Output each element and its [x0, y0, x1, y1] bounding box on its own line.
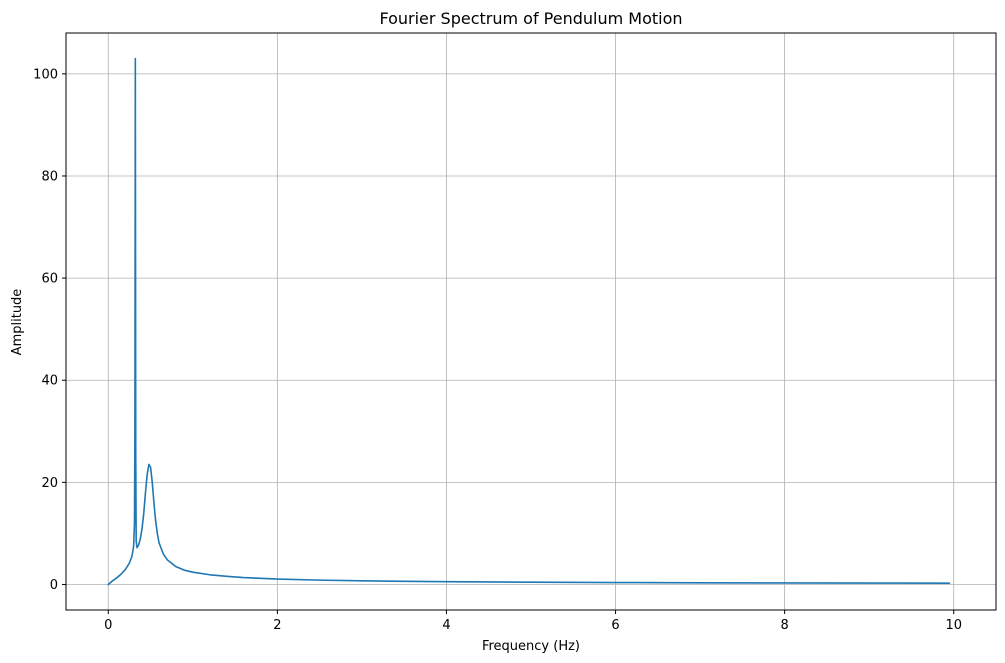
chart-title: Fourier Spectrum of Pendulum Motion: [379, 9, 682, 28]
y-tick-label: 100: [33, 67, 58, 82]
x-tick-label: 8: [780, 618, 788, 633]
y-tick-label: 40: [41, 374, 58, 389]
y-tick-label: 80: [41, 169, 58, 184]
y-tick-label: 0: [50, 578, 58, 593]
y-tick-label: 20: [41, 476, 58, 491]
x-tick-label: 0: [104, 618, 112, 633]
grid-lines: [66, 33, 996, 610]
series-layer: [107, 57, 951, 586]
series-line: [107, 57, 951, 586]
x-axis-label: Frequency (Hz): [482, 639, 580, 654]
y-tick-label: 60: [41, 272, 58, 287]
y-axis-label: Amplitude: [10, 289, 25, 356]
x-tick-label: 4: [442, 618, 450, 633]
x-tick-label: 10: [945, 618, 962, 633]
x-tick-label: 2: [273, 618, 281, 633]
x-tick-label: 6: [611, 618, 619, 633]
axes-frame: [65, 32, 997, 611]
